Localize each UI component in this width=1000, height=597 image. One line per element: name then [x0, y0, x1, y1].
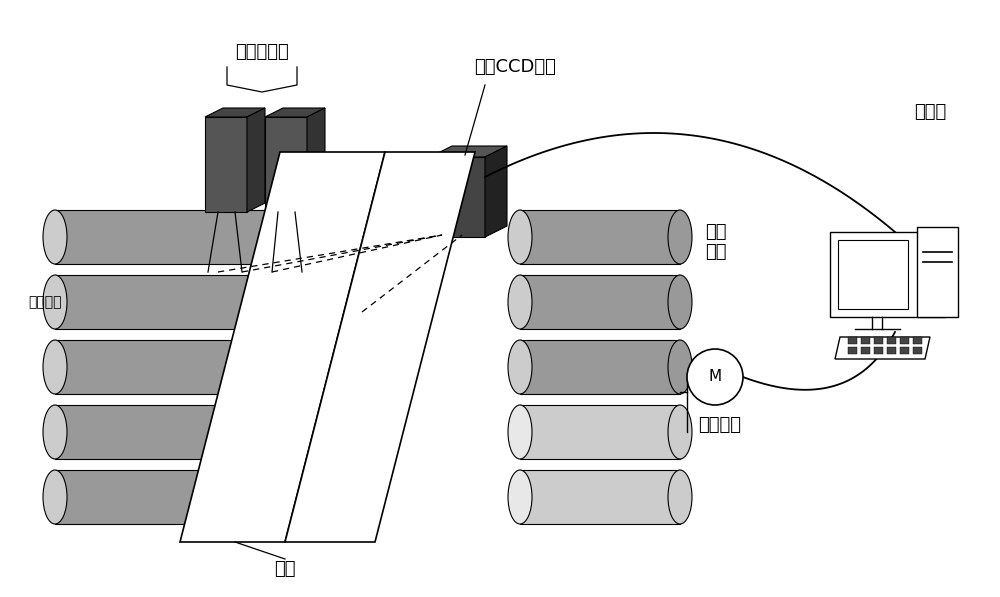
Ellipse shape: [668, 340, 692, 394]
Polygon shape: [247, 108, 265, 212]
Polygon shape: [848, 347, 857, 354]
Ellipse shape: [43, 470, 67, 524]
Polygon shape: [205, 108, 265, 117]
Ellipse shape: [668, 210, 692, 264]
Text: M: M: [708, 370, 722, 384]
Polygon shape: [913, 347, 922, 354]
Polygon shape: [430, 146, 507, 157]
Polygon shape: [520, 275, 680, 329]
Polygon shape: [520, 340, 680, 394]
Polygon shape: [861, 347, 870, 354]
Polygon shape: [430, 157, 485, 237]
Ellipse shape: [508, 275, 532, 329]
Polygon shape: [55, 405, 290, 459]
Polygon shape: [917, 227, 958, 317]
Text: 变频电机: 变频电机: [698, 416, 742, 434]
Ellipse shape: [278, 210, 302, 264]
Ellipse shape: [278, 340, 302, 394]
Ellipse shape: [668, 405, 692, 459]
Polygon shape: [848, 337, 857, 344]
Text: 计算机: 计算机: [914, 103, 946, 121]
Polygon shape: [887, 337, 896, 344]
Polygon shape: [520, 210, 680, 264]
Polygon shape: [838, 240, 908, 309]
Polygon shape: [830, 232, 945, 317]
Polygon shape: [887, 347, 896, 354]
Text: 粗轧轧辊: 粗轧轧辊: [28, 295, 62, 309]
Text: 工业CCD相机: 工业CCD相机: [474, 58, 556, 76]
Ellipse shape: [508, 210, 532, 264]
Polygon shape: [285, 152, 475, 542]
Polygon shape: [55, 275, 290, 329]
Polygon shape: [265, 117, 307, 212]
Ellipse shape: [43, 340, 67, 394]
Text: 激光发射组: 激光发射组: [235, 43, 289, 61]
Ellipse shape: [278, 470, 302, 524]
Ellipse shape: [668, 470, 692, 524]
Polygon shape: [205, 117, 247, 212]
Polygon shape: [55, 470, 290, 524]
Polygon shape: [485, 146, 507, 237]
Polygon shape: [835, 337, 930, 359]
Polygon shape: [55, 340, 290, 394]
Ellipse shape: [278, 405, 302, 459]
Polygon shape: [265, 108, 325, 117]
Polygon shape: [900, 347, 909, 354]
Text: 飞剪
机构: 飞剪 机构: [705, 223, 726, 261]
Text: 带钢: 带钢: [274, 560, 296, 578]
Polygon shape: [520, 470, 680, 524]
Polygon shape: [900, 337, 909, 344]
Ellipse shape: [508, 405, 532, 459]
Polygon shape: [55, 210, 290, 264]
Ellipse shape: [668, 275, 692, 329]
Ellipse shape: [508, 340, 532, 394]
Polygon shape: [874, 347, 883, 354]
Polygon shape: [520, 405, 680, 459]
Ellipse shape: [43, 405, 67, 459]
Ellipse shape: [43, 210, 67, 264]
Polygon shape: [861, 337, 870, 344]
Ellipse shape: [508, 470, 532, 524]
Circle shape: [687, 349, 743, 405]
Ellipse shape: [278, 275, 302, 329]
Polygon shape: [913, 337, 922, 344]
Polygon shape: [180, 152, 385, 542]
Ellipse shape: [43, 275, 67, 329]
Polygon shape: [307, 108, 325, 212]
Polygon shape: [874, 337, 883, 344]
